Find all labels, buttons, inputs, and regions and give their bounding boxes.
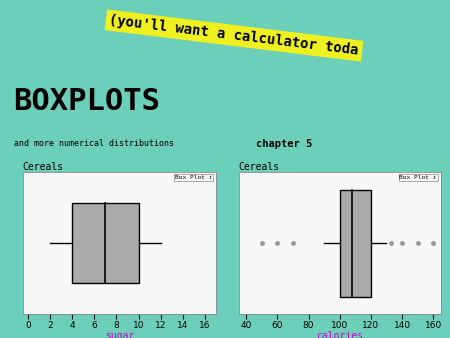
Text: Box Plot ↕: Box Plot ↕	[400, 175, 437, 180]
Text: Box Plot ↕: Box Plot ↕	[175, 175, 212, 180]
Text: Cereals: Cereals	[22, 162, 63, 172]
Text: chapter 5: chapter 5	[256, 139, 313, 149]
Text: BOXPLOTS: BOXPLOTS	[14, 87, 161, 116]
Bar	[340, 190, 371, 297]
X-axis label: calories: calories	[316, 331, 363, 338]
Text: (you'll want a calculator toda: (you'll want a calculator toda	[108, 13, 360, 58]
Text: and more numerical distributions: and more numerical distributions	[14, 139, 174, 148]
Text: Cereals: Cereals	[238, 162, 279, 172]
X-axis label: sugar: sugar	[104, 331, 134, 338]
Bar	[72, 203, 139, 283]
